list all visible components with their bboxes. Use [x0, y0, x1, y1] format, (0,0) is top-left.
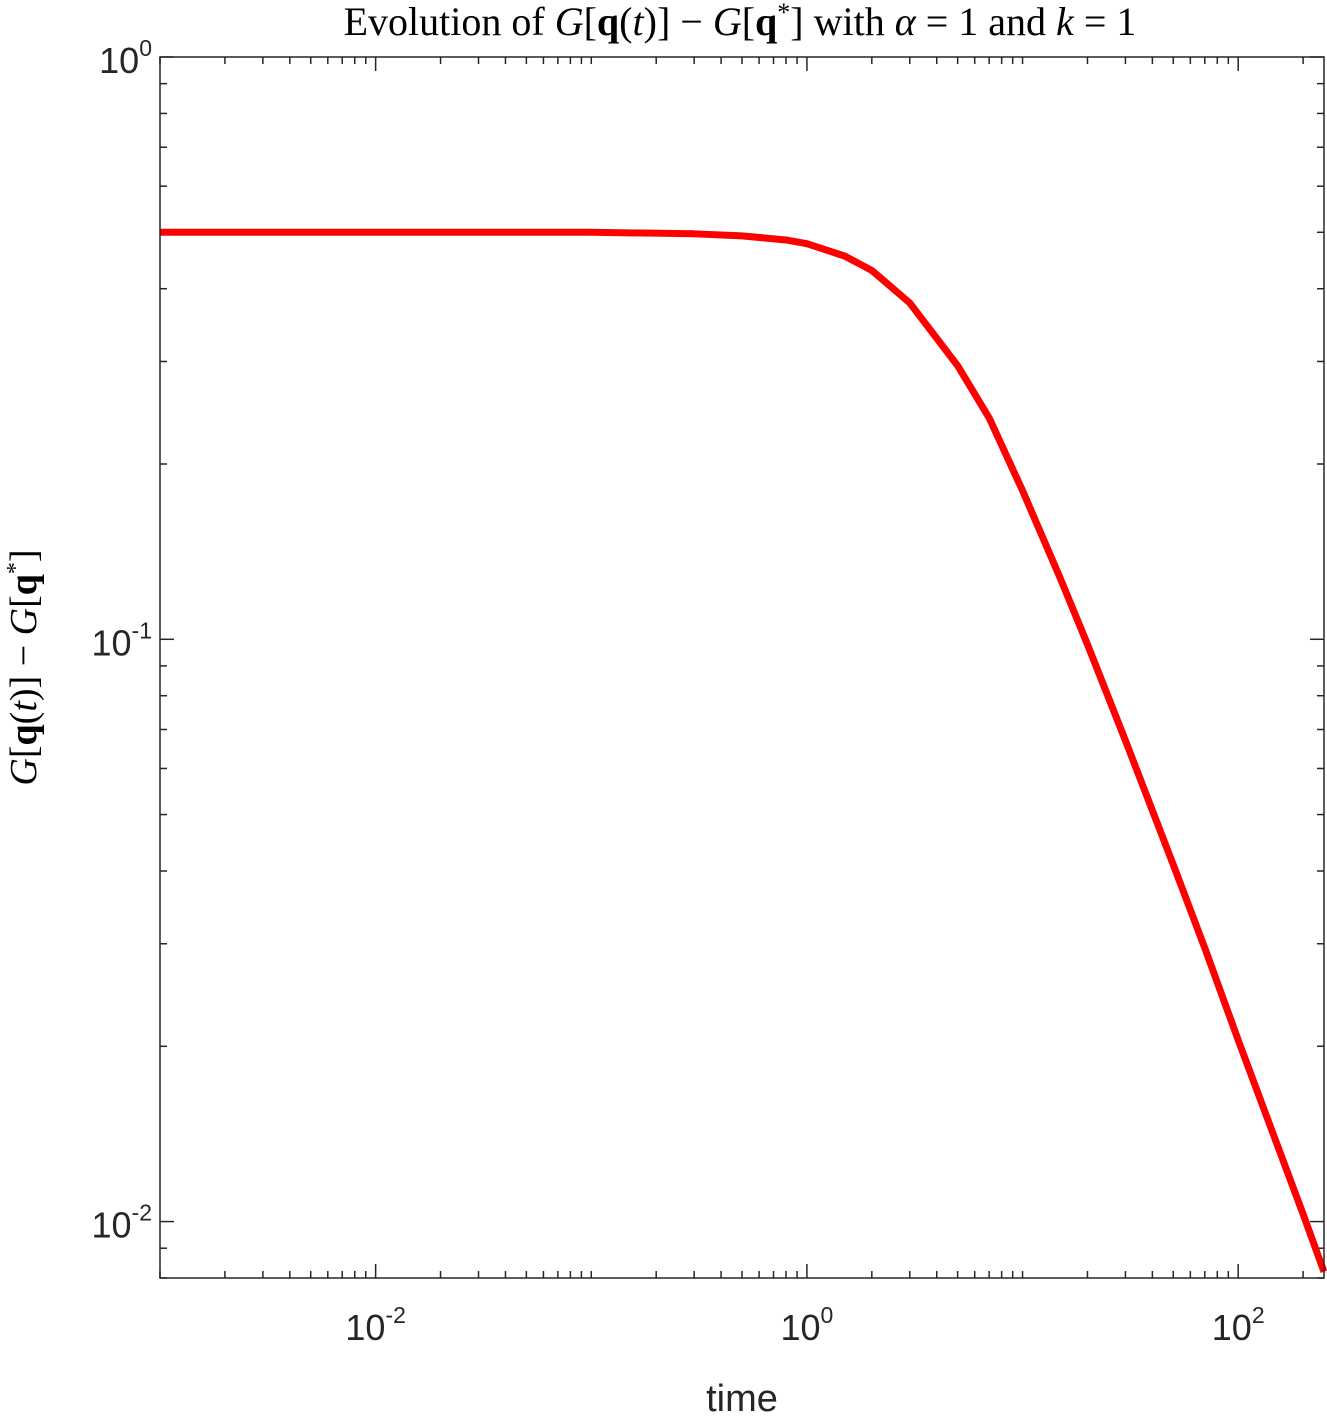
svg-text:G[q(t)] − G[q*]: G[q(t)] − G[q*] — [3, 549, 45, 785]
y-tick-label: 100 — [99, 35, 152, 81]
axes-box — [159, 56, 1325, 1279]
axis-ticks — [159, 56, 1324, 1279]
tick-labels: 10-2 100 102 100 10-1 10-2 — [92, 35, 1265, 1348]
svg-text:Evolution of G[q(t)] − G[q*] w: Evolution of G[q(t)] − G[q*] with α = 1 … — [344, 0, 1137, 44]
x-tick-label: 102 — [1212, 1302, 1265, 1348]
chart-title: Evolution of G[q(t)] − G[q*] with α = 1 … — [344, 0, 1137, 44]
y-tick-label: 10-2 — [92, 1200, 153, 1246]
x-tick-label: 100 — [780, 1302, 833, 1348]
y-tick-label: 10-1 — [92, 617, 153, 663]
y-axis-label: G[q(t)] − G[q*] — [3, 549, 45, 785]
x-axis-label: time — [706, 1378, 778, 1417]
series-line — [160, 228, 1327, 1273]
x-tick-label: 10-2 — [345, 1302, 406, 1348]
